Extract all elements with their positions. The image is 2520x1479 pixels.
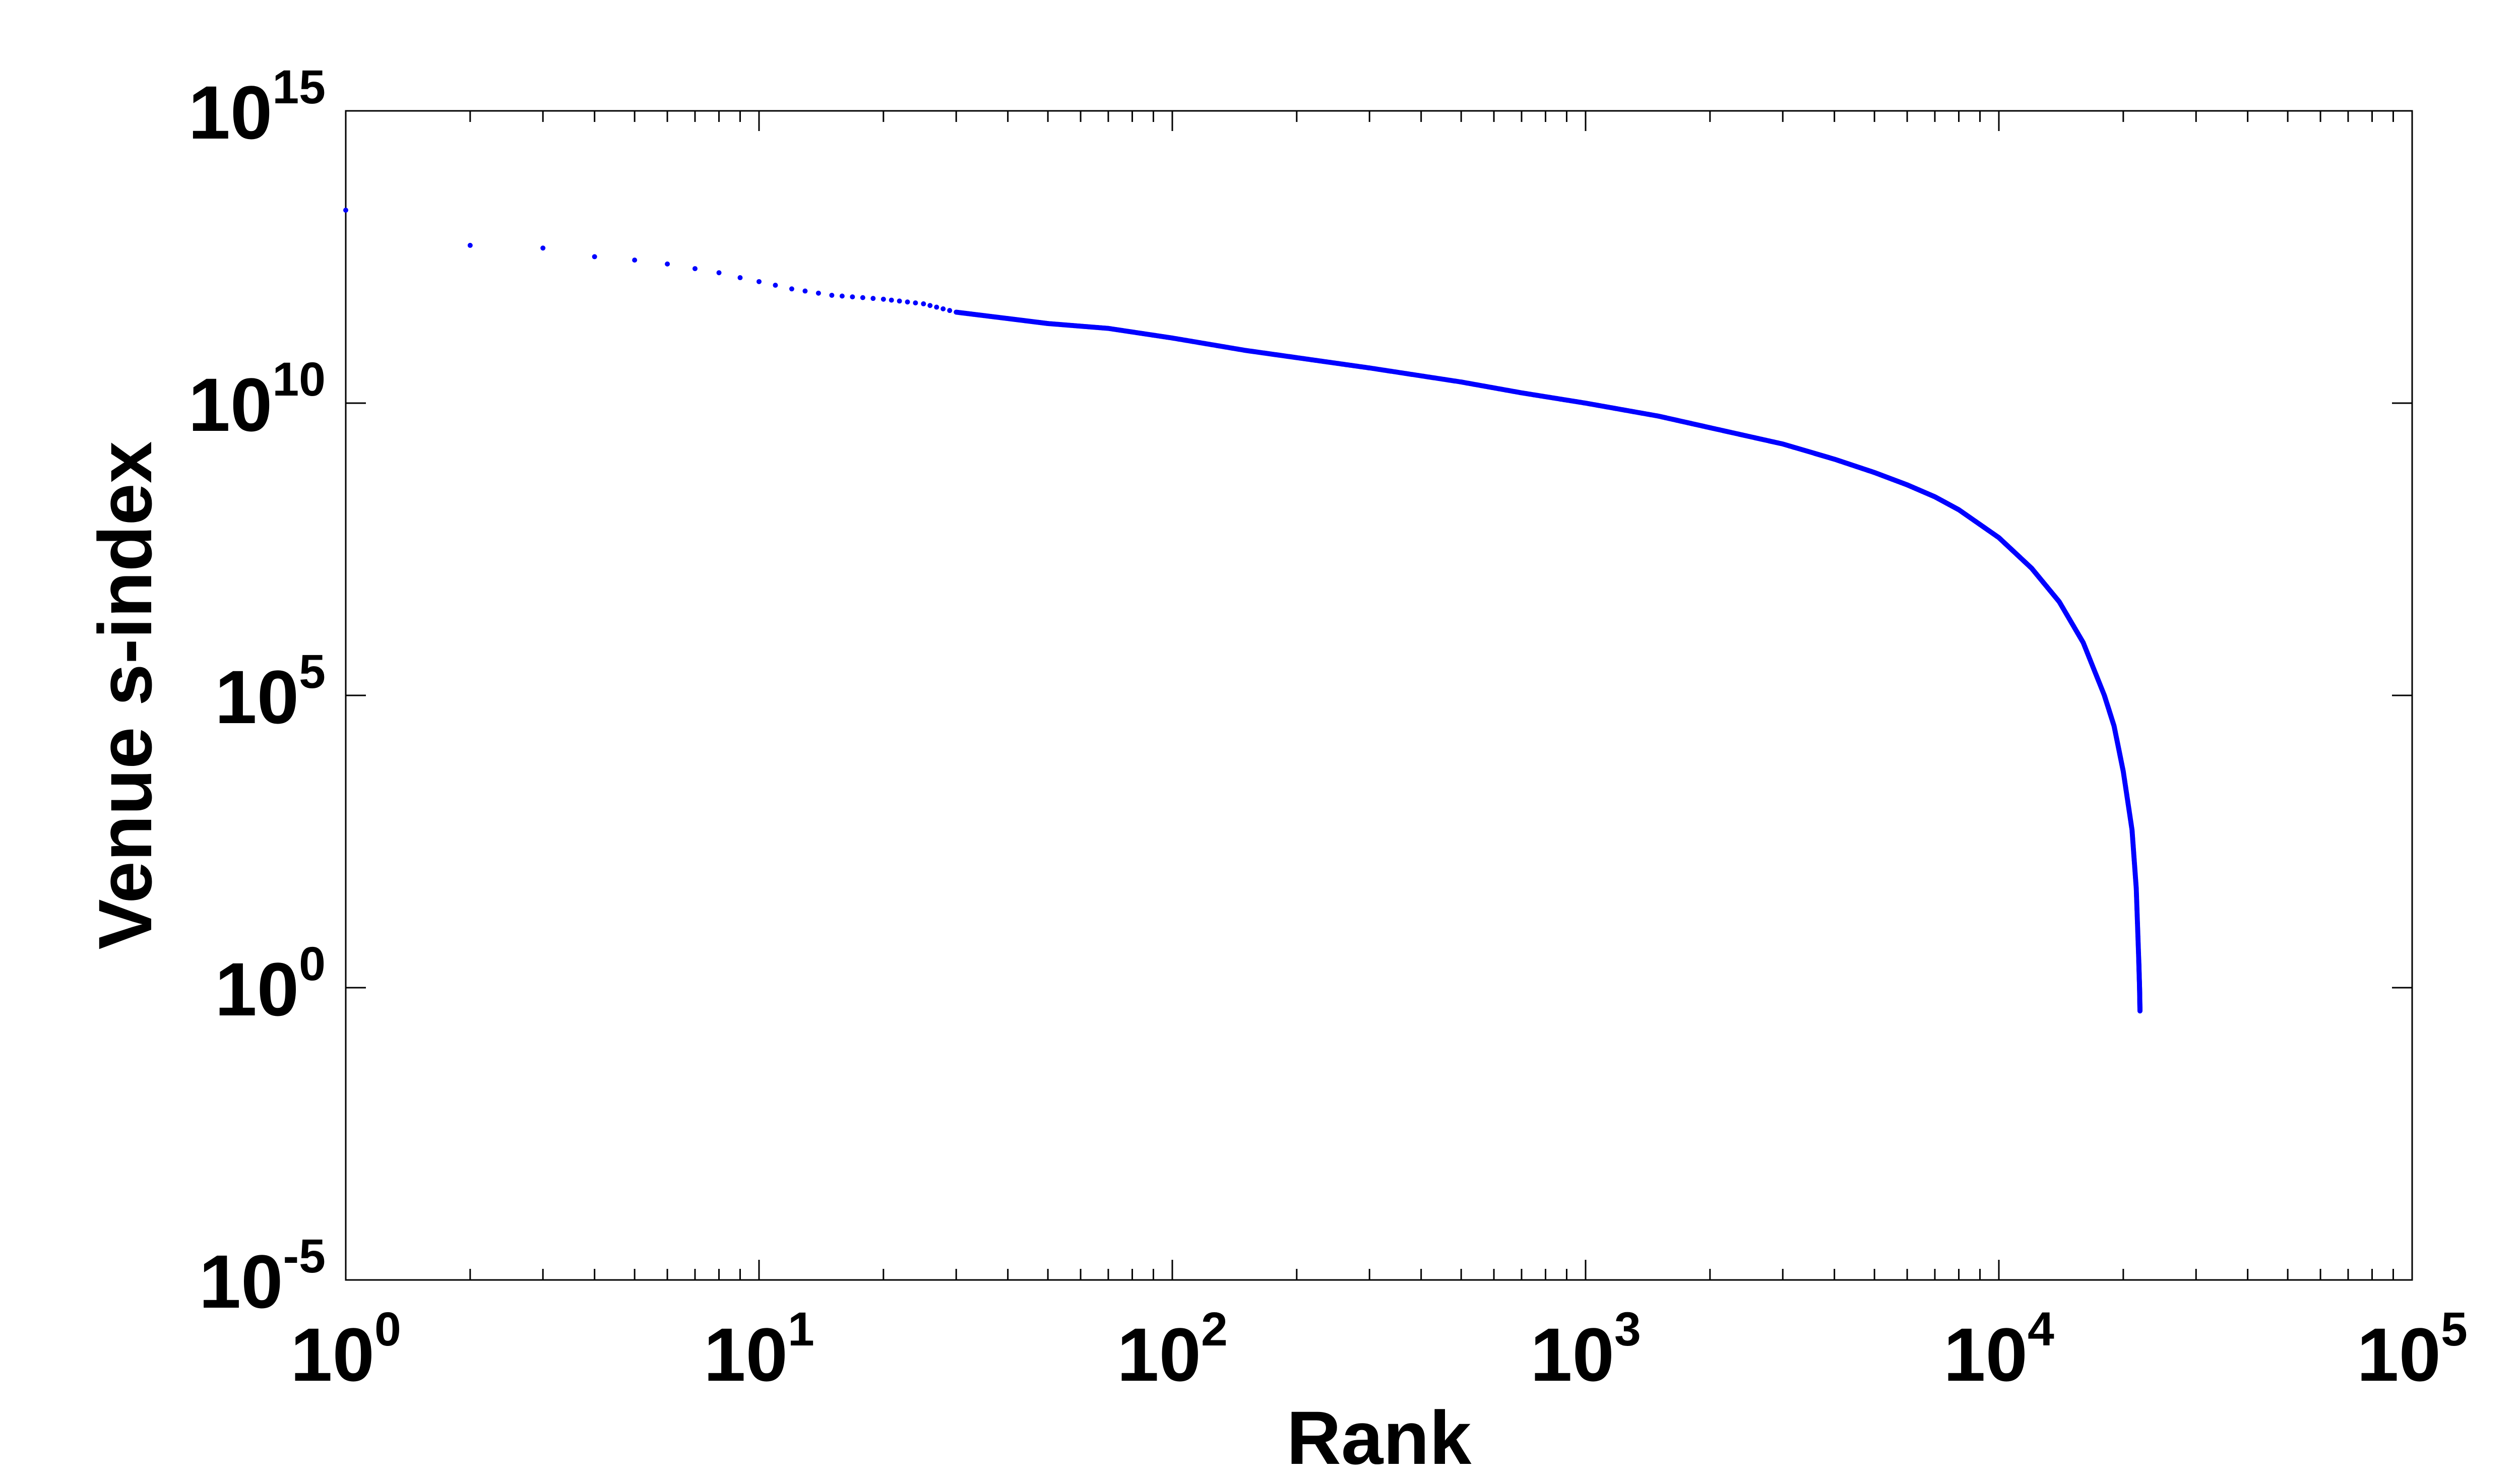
x-tick-label: 100 xyxy=(290,1303,401,1397)
data-point xyxy=(913,300,918,306)
data-point xyxy=(839,293,845,299)
data-point xyxy=(880,296,886,302)
x-tick-label: 101 xyxy=(704,1303,814,1397)
data-point xyxy=(897,298,902,304)
data-series xyxy=(343,208,2143,1014)
y-axis-label: Venue s-index xyxy=(83,441,167,950)
data-point xyxy=(343,208,348,213)
data-point xyxy=(802,288,808,294)
data-point xyxy=(927,303,933,308)
y-tick-labels: 10-5 100 105 1010 1015 xyxy=(188,60,326,1324)
data-point xyxy=(860,295,865,300)
data-point xyxy=(737,275,743,281)
data-point xyxy=(467,242,473,248)
data-point xyxy=(757,279,762,284)
data-point xyxy=(889,297,894,303)
y-axis-ticks xyxy=(346,402,2412,989)
data-point xyxy=(815,290,821,296)
x-tick-label: 104 xyxy=(1943,1303,2054,1397)
data-point xyxy=(934,304,939,310)
y-tick-label: 1010 xyxy=(188,353,326,447)
data-point xyxy=(870,296,876,301)
data-point xyxy=(829,292,835,298)
data-point xyxy=(789,286,794,292)
data-point xyxy=(692,266,698,272)
x-tick-label: 102 xyxy=(1117,1303,1228,1397)
data-point xyxy=(592,254,597,260)
y-tick-label: 10-5 xyxy=(199,1230,326,1324)
data-point xyxy=(773,283,778,288)
data-point xyxy=(665,261,670,267)
y-tick-label: 105 xyxy=(215,645,326,739)
data-point xyxy=(540,245,546,251)
data-point xyxy=(850,294,855,300)
data-point xyxy=(921,301,926,306)
data-point xyxy=(716,270,722,276)
x-tick-label: 105 xyxy=(2357,1303,2468,1397)
data-point xyxy=(2137,1008,2143,1014)
data-point xyxy=(940,306,946,311)
x-tick-labels: 100 101 102 103 104 105 xyxy=(290,1303,2468,1397)
x-tick-label: 103 xyxy=(1530,1303,1641,1397)
data-point xyxy=(947,308,953,313)
x-axis-label: Rank xyxy=(1287,1395,1472,1479)
data-point xyxy=(905,299,910,305)
data-point xyxy=(632,258,638,263)
y-tick-label: 100 xyxy=(215,937,326,1032)
plot-area xyxy=(345,110,2413,1281)
y-tick-label: 1015 xyxy=(188,60,326,155)
x-axis-ticks xyxy=(469,111,2394,1280)
